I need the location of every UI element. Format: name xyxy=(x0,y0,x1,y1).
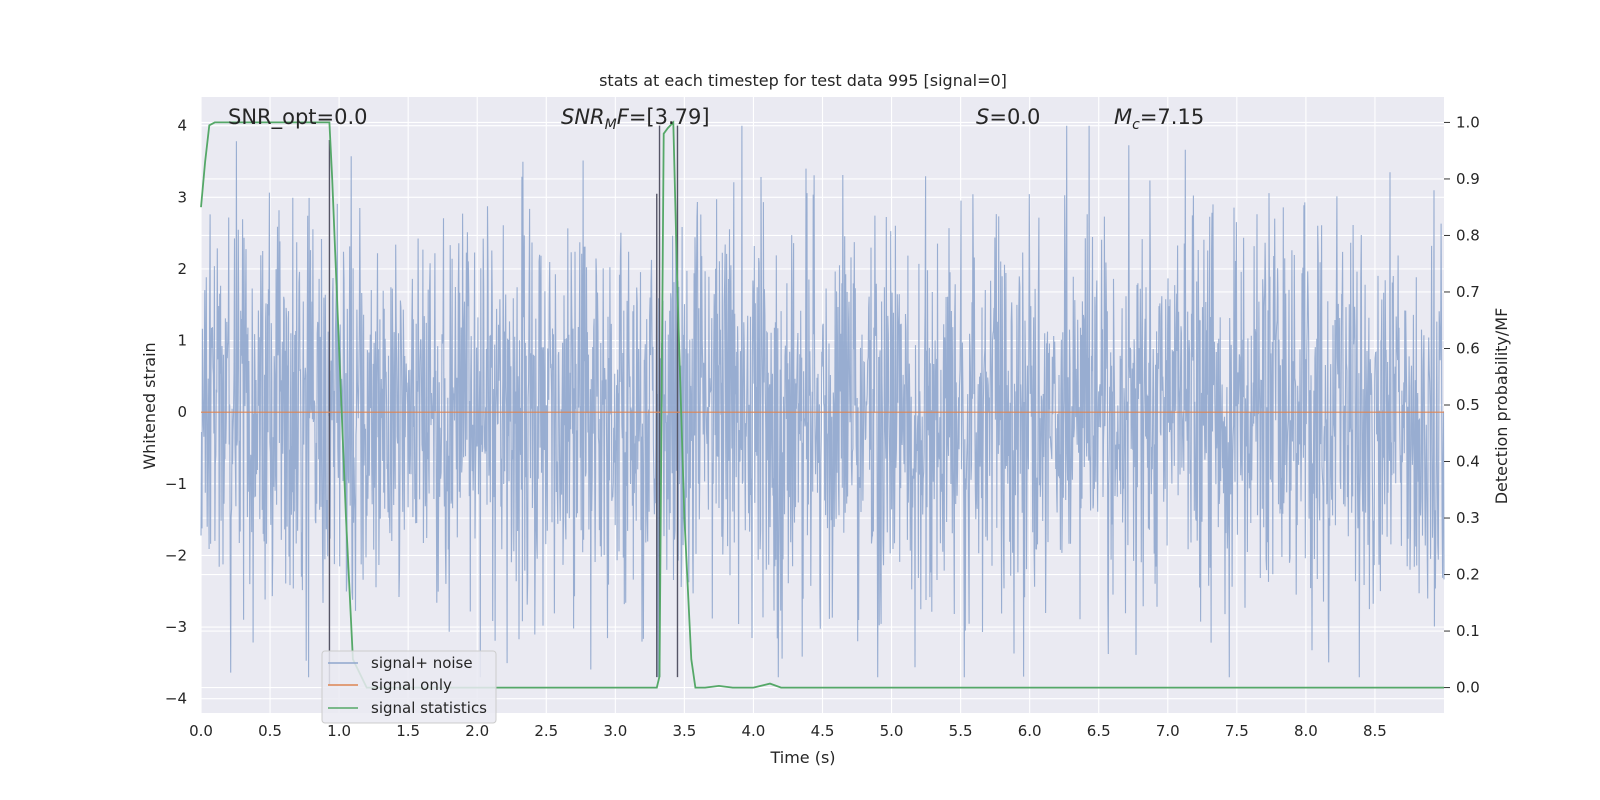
legend-box xyxy=(321,650,497,724)
y-right-tick-label: 0.9 xyxy=(1456,170,1480,188)
y-right-tick-label: 0.3 xyxy=(1456,509,1480,527)
y-axis-label: Whitened strain xyxy=(140,342,159,469)
y-tick-label: −3 xyxy=(165,618,187,636)
legend-label-signal-noise: signal+ noise xyxy=(371,654,473,672)
y-tick-label: 1 xyxy=(177,332,187,350)
x-tick-label: 0.5 xyxy=(258,722,282,740)
signal-statistics-line xyxy=(200,120,1444,689)
y-right-tick-label: 0.0 xyxy=(1456,679,1480,697)
annotation-mc: Mc=7.15 xyxy=(1114,105,1204,133)
x-tick-label: 1.5 xyxy=(396,722,420,740)
y-tick-label: 3 xyxy=(177,188,187,206)
y-right-tick-label: 0.2 xyxy=(1456,566,1480,584)
y-tick-label: −1 xyxy=(165,475,187,493)
y-tick-label: 2 xyxy=(177,260,187,278)
x-tick-label: 6.0 xyxy=(1018,722,1042,740)
x-tick-label: 6.5 xyxy=(1087,722,1111,740)
x-tick-label: 5.5 xyxy=(949,722,973,740)
x-tick-label: 3.0 xyxy=(603,722,627,740)
x-tick-label: 5.0 xyxy=(880,722,904,740)
annotation-snr-opt: SNR_opt=0.0 xyxy=(228,105,368,130)
y-right-tick-label: 0.5 xyxy=(1456,396,1480,414)
x-tick-label: 0.0 xyxy=(189,722,213,740)
y-right-tick-label: 1.0 xyxy=(1456,113,1480,131)
axis-ticks: 0.0 0.5 1.0 1.5 2.0 2.5 3.0 3.5 4.0 4.5 5.0 5.5 6.0 6… xyxy=(165,113,1480,740)
x-tick-label: 7.0 xyxy=(1156,722,1180,740)
y-right-tick-label: 0.7 xyxy=(1456,283,1480,301)
y-tick-label: 4 xyxy=(177,117,187,135)
legend-label-signal-statistics: signal statistics xyxy=(371,699,487,717)
x-tick-label: 3.5 xyxy=(672,722,696,740)
signal-noise-series xyxy=(200,125,1445,678)
y-right-tick-label: 0.8 xyxy=(1456,226,1480,244)
x-tick-label: 4.0 xyxy=(742,722,766,740)
y-tick-label: −2 xyxy=(165,546,187,564)
y-axis-right-label: Detection probability/MF xyxy=(1492,308,1511,505)
chart-title: stats at each timestep for test data 995… xyxy=(599,71,1007,90)
series-lines xyxy=(200,120,1444,689)
legend: signal+ noise signal only signal statist… xyxy=(321,650,497,724)
annotation-s: S=0.0 xyxy=(976,105,1040,129)
signal-noise-line xyxy=(200,125,1445,678)
x-tick-label: 8.5 xyxy=(1363,722,1387,740)
y-tick-label: −4 xyxy=(165,690,187,708)
x-tick-label: 2.0 xyxy=(465,722,489,740)
y-right-tick-label: 0.1 xyxy=(1456,622,1480,640)
x-tick-label: 8.0 xyxy=(1294,722,1318,740)
x-tick-label: 7.5 xyxy=(1225,722,1249,740)
y-tick-label: 0 xyxy=(177,403,187,421)
x-tick-label: 4.5 xyxy=(811,722,835,740)
x-tick-label: 2.5 xyxy=(534,722,558,740)
x-axis-label: Time (s) xyxy=(769,748,835,767)
annotation-snr-mf: SNRMF=[3.79] xyxy=(561,105,710,133)
legend-label-signal-only: signal only xyxy=(371,676,452,694)
y-right-tick-label: 0.6 xyxy=(1456,339,1480,357)
x-tick-label: 1.0 xyxy=(327,722,351,740)
y-right-tick-label: 0.4 xyxy=(1456,453,1480,471)
